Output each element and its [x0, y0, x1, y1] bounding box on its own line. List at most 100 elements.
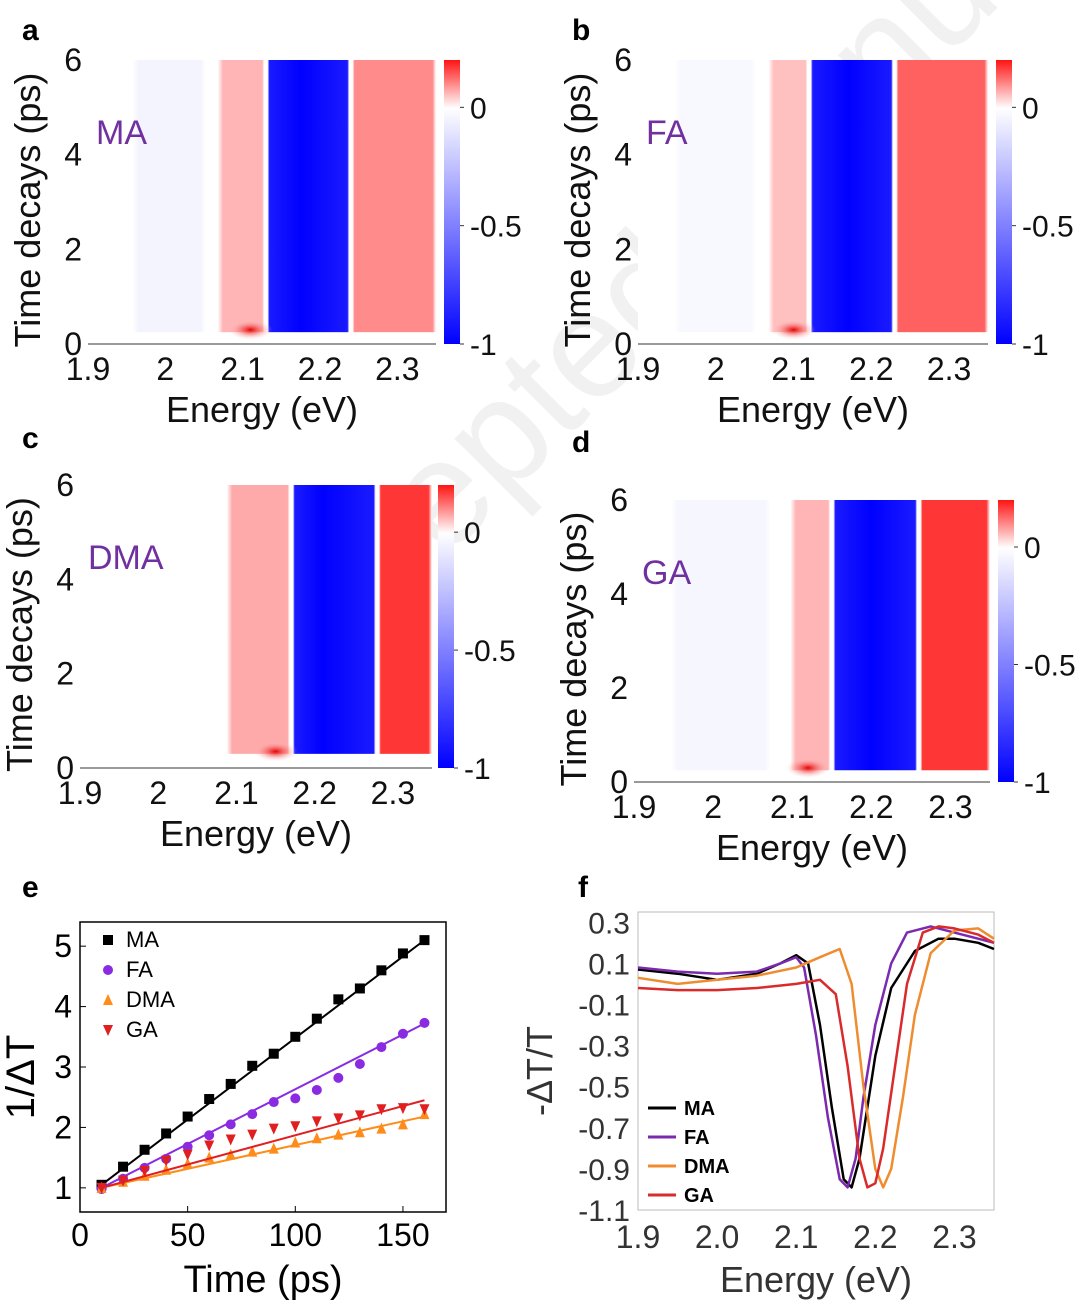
x-tick-label: 1.9 [616, 1219, 660, 1255]
y-tick-label: -0.5 [578, 1072, 630, 1105]
colorbar-tick-label: -1 [1024, 767, 1051, 800]
y-tick-label: 4 [614, 137, 632, 173]
panel-sample-label: GA [642, 554, 691, 592]
data-point [225, 1078, 236, 1089]
data-point [354, 1058, 365, 1069]
x-tick-label: 2.3 [928, 789, 972, 825]
heatmap-early-peak [771, 319, 816, 340]
y-tick-label: 0.1 [588, 948, 630, 981]
y-tick-label: 0 [610, 764, 628, 800]
panel-c: DMA 1.9 2 2.1 2.2 2.3 0 2 4 6 Energy (eV) Time deca… [0, 422, 516, 854]
x-tick-label: 1.9 [616, 351, 660, 387]
x-tick-label: 2 [707, 351, 725, 387]
panel-a: MA 1.9 2 2.1 2.2 2.3 0 2 4 6 Energy (eV) Time decay… [7, 14, 522, 430]
data-point [182, 1141, 193, 1152]
y-tick-label: -0.7 [578, 1113, 630, 1146]
colorbar [438, 485, 454, 768]
plot-frame [637, 911, 995, 1211]
colorbar-tick-label: 0 [470, 92, 487, 125]
data-point [225, 1134, 236, 1146]
heatmap-field [634, 500, 990, 771]
x-axis-title: Energy (eV) [716, 827, 908, 868]
data-point [247, 1129, 258, 1141]
fit-line [101, 1115, 425, 1189]
legend-label: MA [684, 1098, 715, 1120]
y-tick-label: 0 [56, 750, 74, 786]
x-tick-label: 0 [71, 1217, 89, 1253]
series-fa: FA [96, 957, 430, 1195]
panel-d: GA 1.9 2 2.1 2.2 2.3 0 2 4 6 Energy (eV) Time decay… [553, 426, 1076, 868]
colorbar [998, 500, 1014, 782]
legend-label: FA [684, 1127, 710, 1149]
y-tick-label: 2 [610, 670, 628, 706]
y-tick-label: 2 [54, 1109, 72, 1145]
data-point [311, 1116, 322, 1128]
panel-e: 0 50 100 150 1 2 3 4 5 Time (ps) 1/ΔT MA FA DMA GA e [0, 871, 447, 1301]
data-point [96, 1182, 107, 1194]
x-tick-label: 2.2 [849, 789, 893, 825]
y-tick-label: -0.3 [578, 1031, 630, 1064]
panel-letter: f [578, 871, 589, 904]
colorbar-tick-label: -1 [470, 329, 497, 362]
y-tick-label: -0.1 [578, 989, 630, 1022]
heatmap-field [638, 60, 988, 333]
series-ma: MA [637, 937, 995, 1189]
data-point [290, 1136, 301, 1148]
data-point [268, 1097, 279, 1108]
series-fa: FA [637, 925, 995, 1189]
x-axis-title: Energy (eV) [720, 1259, 912, 1300]
colorbar [996, 60, 1012, 344]
x-axis-title: Energy (eV) [166, 389, 358, 430]
x-tick-label: 2.1 [770, 789, 814, 825]
data-point [118, 1175, 129, 1187]
legend-label: MA [126, 927, 159, 952]
colorbar-tick-label: -0.5 [1022, 211, 1074, 244]
y-tick-label: 0 [64, 326, 82, 362]
data-point [268, 1142, 279, 1154]
panel-letter: c [22, 422, 39, 455]
panel-letter: e [22, 871, 39, 904]
data-point [204, 1140, 215, 1152]
x-axis-title: Time (ps) [183, 1259, 342, 1301]
panel-sample-label: MA [96, 114, 147, 152]
panel-letter: d [572, 426, 590, 459]
x-tick-label: 150 [376, 1217, 429, 1253]
fit-line [101, 1022, 425, 1189]
colorbar-tick-label: -0.5 [1024, 650, 1076, 683]
series-line [637, 925, 995, 1189]
data-point [419, 1104, 430, 1116]
data-point [290, 1031, 301, 1042]
y-tick-label: 0 [614, 326, 632, 362]
series-line [637, 927, 995, 1189]
data-point [247, 1145, 258, 1157]
panel-sample-label: FA [646, 114, 688, 152]
x-tick-label: 2 [156, 351, 174, 387]
data-point [118, 1161, 129, 1172]
y-axis-title: -ΔT/T [519, 1026, 560, 1116]
y-tick-label: -0.9 [578, 1154, 630, 1187]
data-point [311, 1013, 322, 1024]
data-point [182, 1111, 193, 1122]
data-point [376, 1104, 387, 1116]
y-tick-label: 3 [54, 1049, 72, 1085]
data-point [290, 1121, 301, 1133]
panel-b: FA 1.9 2 2.1 2.2 2.3 0 2 4 6 Energy (eV) Time decay… [557, 14, 1074, 430]
data-point [225, 1119, 236, 1130]
data-point [354, 983, 365, 994]
colorbar [444, 60, 460, 344]
legend-marker [103, 1025, 113, 1036]
data-point [376, 965, 387, 976]
y-axis-title: 1/ΔT [0, 1035, 43, 1120]
data-point [204, 1130, 215, 1141]
x-tick-label: 2.2 [849, 351, 893, 387]
data-point [247, 1109, 258, 1120]
data-point [397, 1103, 408, 1115]
heatmap-early-peak [228, 319, 273, 340]
data-point [333, 1113, 344, 1125]
y-tick-label: 6 [56, 467, 74, 503]
colorbar-tick-label: -1 [464, 753, 491, 786]
data-point [333, 994, 344, 1005]
fit-line [101, 1099, 425, 1189]
x-axis-title: Energy (eV) [160, 813, 352, 854]
